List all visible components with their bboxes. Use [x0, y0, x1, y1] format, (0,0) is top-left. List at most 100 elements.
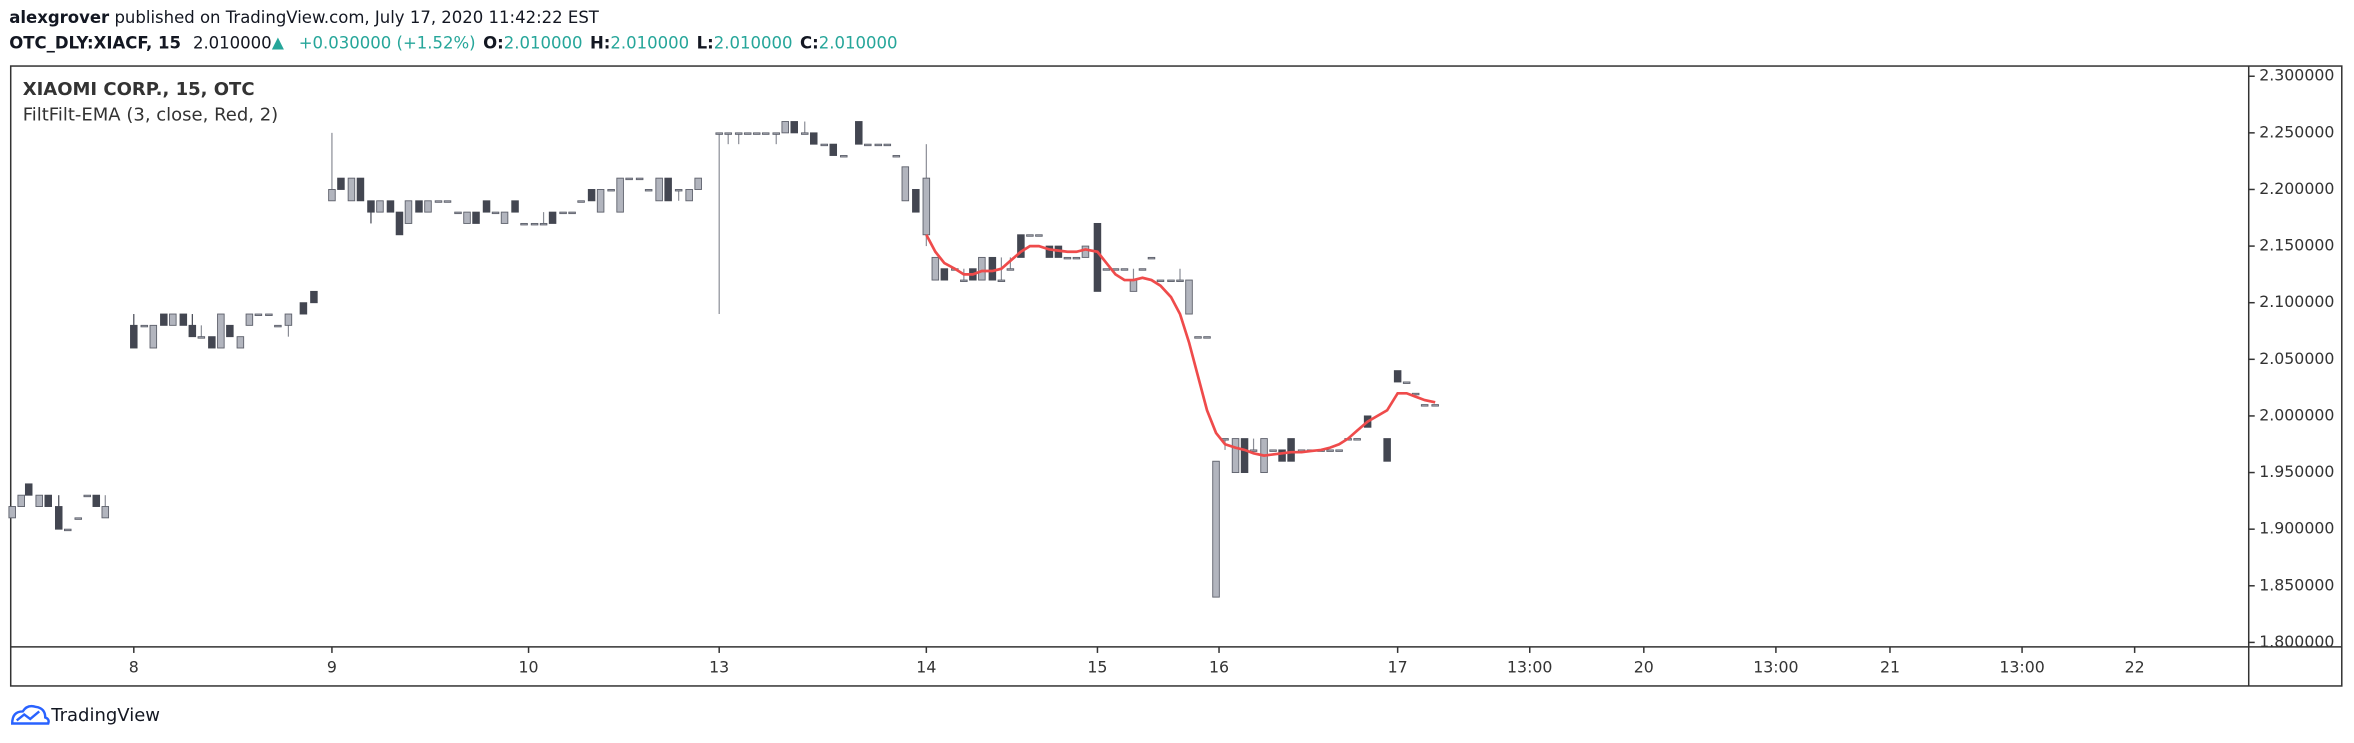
candle-body — [376, 200, 384, 213]
candle-body — [1185, 279, 1193, 315]
candle-body — [922, 177, 931, 236]
candle-body — [1278, 449, 1286, 462]
candle-body — [874, 143, 883, 147]
candle-body — [511, 200, 519, 213]
candle-body — [443, 200, 452, 203]
candle-body — [1147, 256, 1156, 260]
candle-body — [530, 222, 539, 226]
candle-body — [694, 177, 702, 190]
candle-body — [685, 189, 693, 202]
y-tick-label: 1.850000 — [2259, 575, 2334, 594]
change: +0.030000 (+1.52%) — [299, 33, 476, 52]
candle-body — [1383, 438, 1391, 462]
ohlc-label: H: — [590, 33, 610, 52]
candle-body — [265, 313, 273, 316]
y-tick-label: 2.200000 — [2259, 179, 2334, 198]
candle-body — [1269, 449, 1277, 452]
candle-body — [883, 143, 892, 147]
candle-body — [855, 121, 863, 145]
candle-body — [254, 313, 263, 316]
candle-body — [1081, 245, 1090, 258]
candle-body — [415, 200, 423, 213]
candle-body — [1231, 438, 1240, 474]
candle-body — [217, 313, 225, 349]
candle-body — [912, 189, 920, 213]
candle-body — [587, 189, 596, 202]
y-tick-label: 2.000000 — [2259, 405, 2334, 424]
candle-body — [1402, 381, 1411, 384]
brand-name: TradingView — [50, 705, 160, 726]
chart-title: XIAOMI CORP., 15, OTC — [23, 79, 255, 100]
candle-body — [1287, 438, 1295, 462]
candle-body — [236, 336, 245, 349]
ohlc-value: 2.010000 — [819, 33, 898, 52]
candle-body — [169, 313, 177, 326]
brand-logo — [11, 704, 50, 725]
x-tick-label: 13:00 — [1507, 657, 1552, 676]
candle-body — [1063, 256, 1072, 260]
candle-body — [743, 132, 752, 135]
x-tick-label: 20 — [1634, 657, 1654, 676]
candle-body — [1203, 336, 1211, 339]
candle-body — [17, 494, 25, 507]
candle-body — [577, 200, 585, 203]
candle-body — [548, 211, 557, 224]
candle-body — [367, 200, 375, 213]
candle-body — [820, 143, 829, 147]
symbol-line: OTC_DLY:XIACF, 15 2.010000 +0.030000 (+1.5… — [9, 33, 897, 52]
candle-body — [1176, 279, 1184, 283]
x-tick-label: 21 — [1880, 657, 1900, 676]
candle-body — [1072, 256, 1081, 260]
y-tick-label: 2.100000 — [2259, 292, 2334, 311]
candle-body — [274, 324, 282, 328]
candle-body — [978, 256, 986, 281]
x-tick-label: 13:00 — [1753, 657, 1798, 676]
candle-body — [284, 313, 293, 326]
ema-line — [925, 234, 1436, 457]
candle-body — [140, 324, 149, 328]
candle-body — [491, 211, 500, 215]
candle-body — [559, 211, 567, 215]
chart-frame — [9, 65, 2343, 687]
candle-body — [1035, 234, 1043, 237]
y-tick-label: 2.150000 — [2259, 236, 2334, 255]
candle-body — [337, 177, 345, 190]
candle-body — [482, 200, 491, 213]
candle-body — [635, 177, 644, 181]
candle-body — [35, 494, 43, 507]
candle-body — [1335, 449, 1343, 452]
candle-body — [434, 200, 443, 203]
candle-body — [299, 302, 308, 315]
candle-body — [715, 132, 723, 135]
candle-body — [1093, 222, 1102, 292]
candle-body — [781, 121, 789, 134]
x-tick-label: 16 — [1209, 657, 1229, 676]
indicator-label: FiltFilt-EMA (3, close, Red, 2) — [23, 105, 278, 126]
candle-body — [1240, 438, 1249, 474]
candle-body — [625, 177, 633, 181]
candle-body — [988, 256, 997, 281]
ohlc-value: 2.010000 — [714, 33, 793, 52]
candle-body — [568, 211, 576, 215]
candle-body — [356, 177, 365, 202]
candle-body — [1102, 268, 1111, 271]
candle-body — [472, 211, 480, 224]
x-tick-label: 22 — [2125, 657, 2145, 676]
ohlc-label: L: — [697, 33, 714, 52]
y-tick-label: 1.950000 — [2259, 462, 2334, 481]
candle-body — [674, 189, 683, 192]
candle-body — [790, 121, 798, 134]
candle-body — [1393, 370, 1402, 383]
x-tick-label: 13:00 — [1999, 657, 2044, 676]
candle-body — [1120, 268, 1129, 271]
candle-body — [197, 336, 206, 339]
candle-body — [960, 279, 968, 283]
up-arrow — [271, 37, 284, 50]
candle-body — [761, 132, 770, 135]
candle-body — [1167, 279, 1175, 283]
candle-body — [752, 132, 761, 135]
candle-body — [1431, 404, 1439, 407]
candle-body — [24, 483, 33, 496]
x-tick-label: 17 — [1388, 657, 1408, 676]
